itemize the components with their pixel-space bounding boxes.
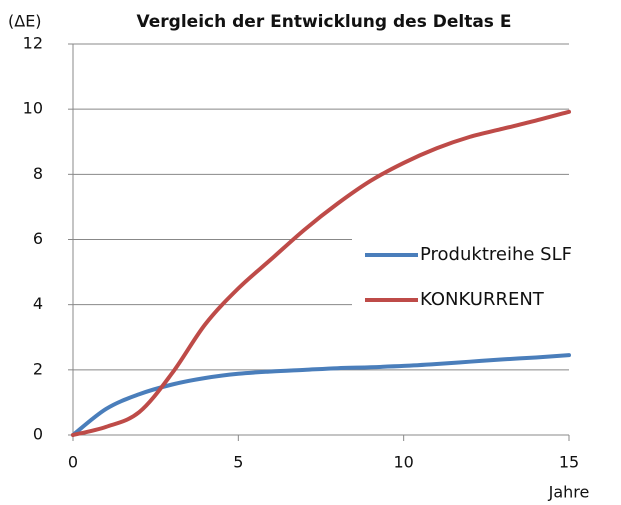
y-tick-label: 8 bbox=[33, 164, 43, 183]
line-series bbox=[71, 109, 571, 437]
x-tick-label: 5 bbox=[233, 453, 243, 472]
y-tick-label: 0 bbox=[33, 425, 43, 444]
y-tick-label: 6 bbox=[33, 229, 43, 248]
x-tick-label: 0 bbox=[68, 453, 78, 472]
y-tick-label: 4 bbox=[33, 294, 43, 313]
legend-text: Produktreihe SLF bbox=[420, 244, 572, 265]
x-tick-label: 15 bbox=[559, 453, 579, 472]
x-tick-label: 10 bbox=[393, 453, 413, 472]
chart-title: Vergleich der Entwicklung des Deltas E bbox=[137, 12, 512, 32]
legend-text: KONKURRENT bbox=[420, 289, 545, 310]
y-axis-label: (ΔE) bbox=[8, 12, 42, 31]
y-tick-label: 12 bbox=[23, 34, 43, 53]
x-axis-label: Jahre bbox=[548, 483, 590, 502]
line-series bbox=[71, 353, 571, 437]
y-tick-label: 10 bbox=[23, 99, 43, 118]
y-tick-label: 2 bbox=[33, 359, 43, 378]
